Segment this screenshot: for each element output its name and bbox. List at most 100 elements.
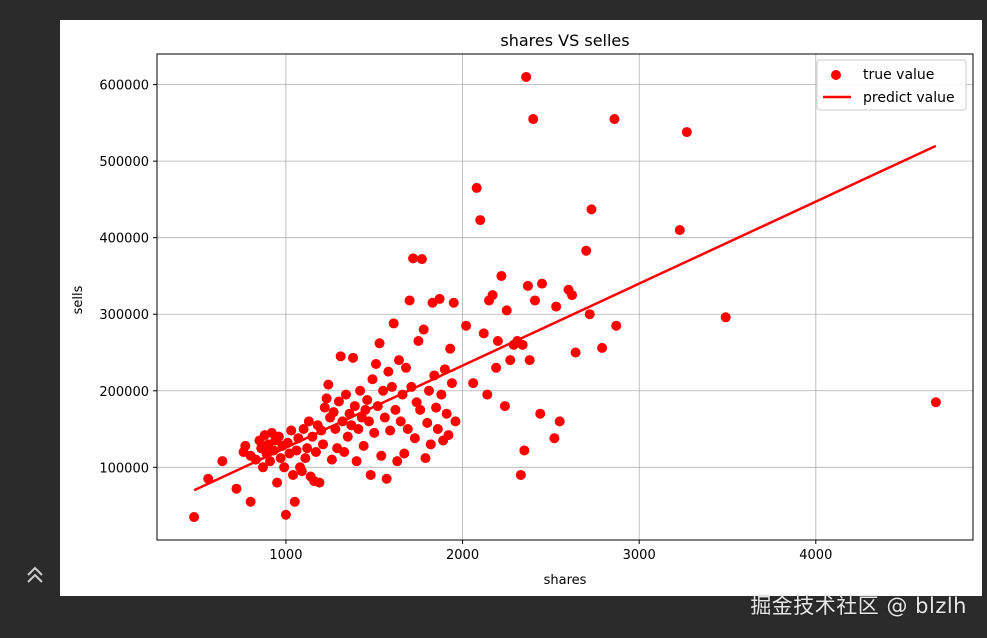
scatter-point bbox=[376, 450, 387, 461]
x-tick-label: 1000 bbox=[269, 548, 302, 563]
scatter-point bbox=[491, 362, 502, 373]
scatter-point bbox=[524, 355, 535, 366]
scatter-point bbox=[302, 443, 313, 454]
scatter-point bbox=[434, 293, 445, 304]
scatter-point bbox=[272, 477, 283, 488]
scatter-point bbox=[275, 453, 286, 464]
scatter-point bbox=[390, 404, 401, 415]
scatter-point bbox=[245, 496, 256, 507]
legend: true value predict value bbox=[816, 59, 967, 111]
legend-label-true-value: true value bbox=[863, 67, 934, 83]
x-tick-label: 4000 bbox=[799, 548, 832, 563]
scatter-point bbox=[273, 431, 284, 442]
scatter-point bbox=[319, 402, 330, 413]
scatter-point bbox=[303, 416, 314, 427]
scatter-point bbox=[411, 397, 422, 408]
scatter-point bbox=[378, 385, 389, 396]
scatter-point bbox=[323, 379, 334, 390]
scatter-point bbox=[296, 466, 307, 477]
scatter-point bbox=[471, 182, 482, 193]
scatter-point bbox=[314, 477, 325, 488]
y-tick-label: 100000 bbox=[99, 461, 149, 476]
scatter-point bbox=[499, 401, 510, 412]
scatter-point bbox=[286, 425, 297, 436]
axis-ticks: 1000 2000 3000 4000 100000 200000 300000 400000… bbox=[99, 79, 832, 563]
scatter-point bbox=[289, 496, 300, 507]
scatter-point bbox=[280, 509, 291, 520]
scatter-point bbox=[581, 245, 592, 256]
scatter-point bbox=[385, 425, 396, 436]
left-strip bbox=[0, 0, 60, 638]
scatter-point bbox=[551, 301, 562, 312]
y-tick-label: 300000 bbox=[99, 308, 149, 323]
scatter-point bbox=[501, 305, 512, 316]
scatter-point bbox=[522, 280, 533, 291]
scatter-point bbox=[298, 424, 309, 435]
scatter-point bbox=[371, 358, 382, 369]
scatter-point bbox=[413, 336, 424, 347]
scatter-point bbox=[363, 416, 374, 427]
scatter-point bbox=[441, 408, 452, 419]
scatter-point bbox=[517, 339, 528, 350]
x-tick-label: 3000 bbox=[623, 548, 656, 563]
scatter-point bbox=[279, 462, 290, 473]
scatter-point bbox=[399, 448, 410, 459]
scatter-point bbox=[445, 343, 456, 354]
y-axis-label: sells bbox=[71, 285, 86, 314]
scatter-point bbox=[597, 342, 608, 353]
scatter-point bbox=[478, 328, 489, 339]
scatter-point bbox=[349, 401, 360, 412]
scatter-point bbox=[326, 454, 337, 465]
scatter-point bbox=[358, 440, 369, 451]
scatter-point bbox=[443, 430, 454, 441]
scatter-point bbox=[189, 512, 200, 523]
data-layer bbox=[189, 71, 941, 523]
scatter-point bbox=[515, 469, 526, 480]
scatter-point bbox=[340, 389, 351, 400]
scatter-point bbox=[381, 473, 392, 484]
scatter-point bbox=[450, 416, 461, 427]
scatter-point bbox=[930, 397, 941, 408]
scatter-point bbox=[369, 427, 380, 438]
regression-line bbox=[193, 144, 937, 492]
scatter-point bbox=[432, 424, 443, 435]
scatter-point bbox=[415, 404, 426, 415]
double-chevron-up-icon[interactable] bbox=[22, 562, 48, 588]
scatter-point bbox=[367, 374, 378, 385]
scatter-point bbox=[362, 394, 373, 405]
scatter-point bbox=[404, 295, 415, 306]
scatter-point bbox=[291, 445, 302, 456]
scatter-point bbox=[584, 309, 595, 320]
scatter-point bbox=[611, 320, 622, 331]
scatter-point bbox=[436, 389, 447, 400]
scatter-point bbox=[521, 71, 532, 82]
legend-label-predict-value: predict value bbox=[863, 90, 955, 106]
scatter-point bbox=[409, 433, 420, 444]
scatter-point bbox=[609, 114, 620, 125]
figure-panel: shares VS selles shares sells 1000 2000 30… bbox=[60, 20, 982, 596]
scatter-point bbox=[422, 417, 433, 428]
scatter-point bbox=[528, 114, 539, 125]
scatter-point bbox=[418, 324, 429, 335]
y-tick-label: 600000 bbox=[99, 79, 149, 94]
scatter-chart: shares VS selles shares sells 1000 2000 30… bbox=[71, 31, 974, 588]
plot-frame bbox=[156, 53, 974, 541]
scatter-point bbox=[402, 424, 413, 435]
scatter-point bbox=[681, 127, 692, 138]
scatter-point bbox=[401, 362, 412, 373]
scatter-point bbox=[420, 453, 431, 464]
scatter-point bbox=[446, 378, 457, 389]
scatter-point bbox=[395, 416, 406, 427]
scatter-point bbox=[393, 355, 404, 366]
scatter-point bbox=[529, 295, 540, 306]
y-tick-label: 200000 bbox=[99, 385, 149, 400]
x-tick-label: 2000 bbox=[446, 548, 479, 563]
legend-marker-true-value bbox=[831, 70, 841, 80]
scatter-point bbox=[408, 253, 419, 264]
scatter-point bbox=[674, 225, 685, 236]
scatter-point bbox=[355, 385, 366, 396]
y-tick-label: 400000 bbox=[99, 232, 149, 247]
scatter-point bbox=[505, 355, 516, 366]
scatter-point bbox=[240, 440, 251, 451]
scatter-point bbox=[217, 456, 228, 467]
